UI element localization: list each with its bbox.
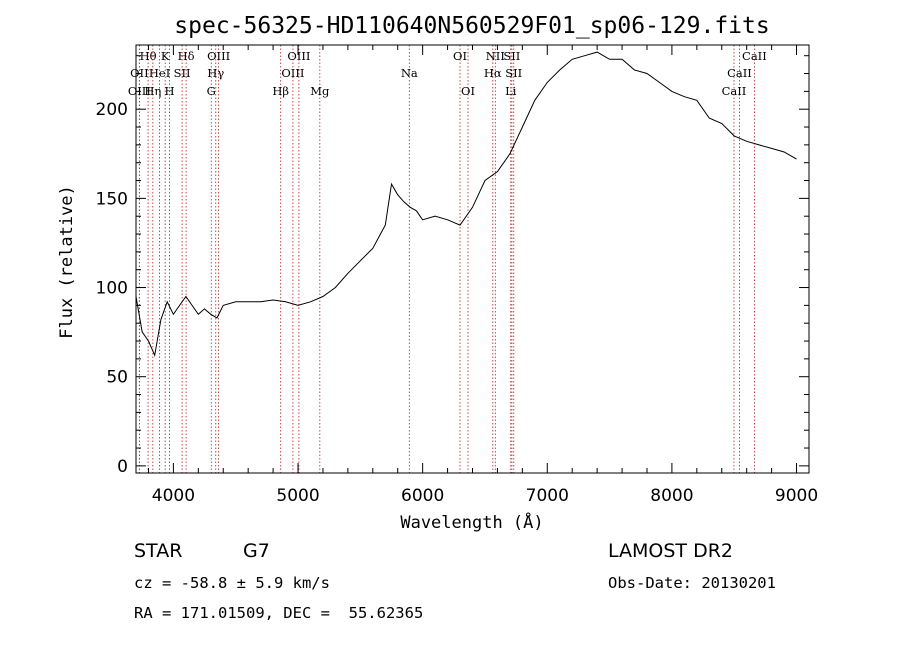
y-tick-label: 150 (96, 189, 128, 209)
spectral-line-label: OIII (287, 49, 310, 63)
spectral-line-label: Hθ (140, 49, 157, 63)
spectral-line-label: H (165, 84, 175, 98)
spectral-line-label: Hδ (178, 49, 195, 63)
coordinates-text: RA = 171.01509, DEC = 55.62365 (134, 604, 424, 622)
x-axis-label: Wavelength (Å) (400, 511, 543, 533)
spectral-line-label: G (207, 84, 216, 98)
x-tick-label: 5000 (276, 486, 319, 506)
spectral-line-label: OI (461, 84, 475, 98)
y-axis-ticks: 0 50 100 150 200 (96, 55, 809, 477)
spectral-line-label: CaII (742, 49, 767, 63)
x-tick-label: 9000 (775, 486, 818, 506)
redshift-text: cz = -58.8 ± 5.9 km/s (134, 574, 330, 592)
spectral-line-label: OIII (281, 66, 304, 80)
spectral-line-label: K (161, 49, 170, 63)
chart-title: spec-56325-HD110640N560529F01_sp06-129.f… (174, 13, 769, 39)
y-tick-label: 0 (117, 457, 128, 477)
y-tick-label: 200 (96, 100, 128, 120)
spectral-line-label: OI (453, 49, 467, 63)
spectral-line-label: Hα (484, 66, 502, 80)
plot-frame (135, 44, 810, 474)
x-axis-ticks: 4000 5000 6000 7000 8000 9000 (147, 45, 818, 506)
spectral-line-label: CaII (722, 84, 747, 98)
spectrum-series-line (135, 51, 797, 358)
x-tick-label: 7000 (526, 486, 569, 506)
obs-date-text: Obs-Date: 20130201 (608, 574, 776, 592)
survey-name: LAMOST DR2 (608, 540, 733, 562)
spectral-line-label: NII (486, 49, 505, 63)
spectral-line-label: Mg (310, 84, 330, 98)
spectral-line-label: HeI (149, 66, 170, 80)
object-subclass: G7 (243, 540, 270, 562)
x-tick-label: 4000 (152, 486, 195, 506)
spectral-line-labels: Hθ OII OIII HeI Hη K SII H Hδ OIII Hγ G OIII OIII Hβ Mg… (128, 49, 767, 98)
spectral-line-label: OIII (207, 49, 230, 63)
spectral-line-label: Hβ (272, 84, 289, 98)
spectral-line-label: Hη (144, 84, 161, 98)
spectral-line-label: Li (505, 84, 517, 98)
x-tick-label: 6000 (401, 486, 444, 506)
spectral-line-label: SII (505, 66, 522, 80)
spectral-line-label: SII (174, 66, 191, 80)
spectral-line-label: OIII (128, 84, 151, 98)
spectral-line-label: Na (401, 66, 418, 80)
x-tick-label: 8000 (650, 486, 693, 506)
y-tick-label: 50 (106, 368, 128, 388)
y-tick-label: 100 (96, 279, 128, 299)
spectral-line-label: SII (503, 49, 520, 63)
spectral-line-markers (138, 45, 755, 473)
spectral-line-label: CaII (727, 66, 752, 80)
spectral-line-label: OII (130, 66, 149, 80)
object-class: STAR (134, 540, 183, 562)
spectral-line-label: Hγ (207, 66, 224, 80)
y-axis-label: Flux (relative) (57, 185, 77, 339)
